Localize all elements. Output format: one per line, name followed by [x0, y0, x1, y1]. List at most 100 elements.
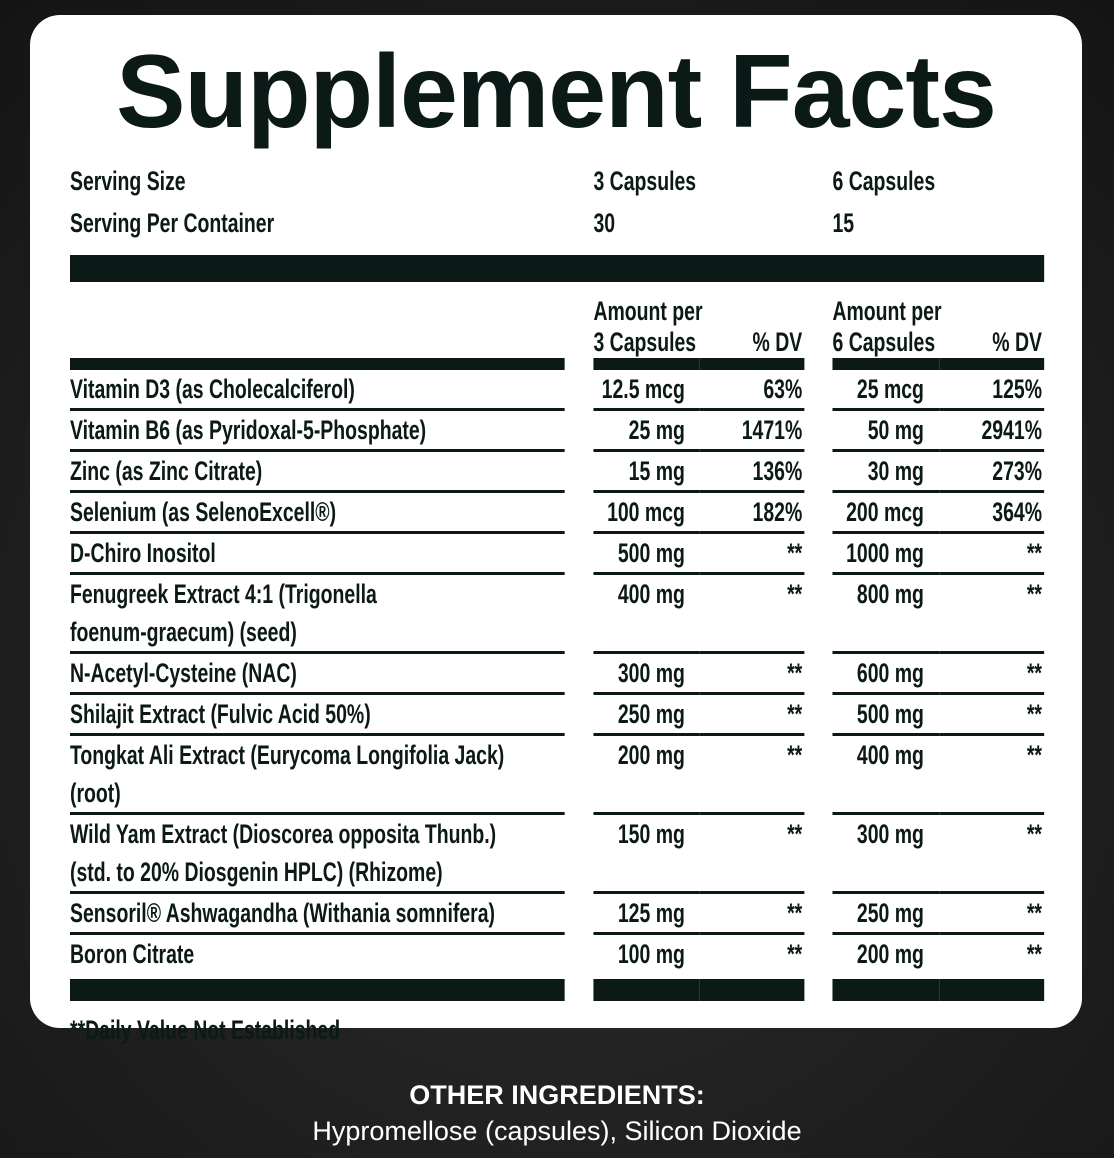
daily-value: **: [1026, 939, 1042, 969]
ingredient-name-line: (std. to 20% Diosgenin HPLC) (Rhizome): [70, 857, 443, 887]
amount-header-line: Amount per: [593, 296, 703, 326]
amount: 200 mcg: [832, 493, 940, 534]
ingredient-name: Zinc (as Zinc Citrate): [70, 452, 565, 493]
daily-value: **: [699, 695, 805, 736]
daily-value: **: [939, 736, 1045, 815]
gap: [804, 160, 832, 202]
gap: [804, 452, 832, 493]
gap: [804, 534, 832, 575]
daily-value: **: [939, 695, 1045, 736]
footnote: **Daily Value Not Established: [70, 1015, 341, 1045]
gap: [804, 815, 832, 894]
gap: [565, 815, 594, 894]
daily-value: **: [699, 815, 805, 894]
ingredient-row: Zinc (as Zinc Citrate) 15 mg 136% 30 mg 273%: [70, 452, 1045, 493]
amount: 400 mg: [832, 736, 940, 815]
daily-value: **: [699, 654, 805, 695]
other-ingredients-title: OTHER INGREDIENTS:: [409, 1080, 705, 1110]
ingredient-name-line: Wild Yam Extract (Dioscorea opposita Thu…: [70, 819, 497, 849]
amount: 100 mg: [617, 939, 685, 969]
gap: [804, 411, 832, 452]
gap: [565, 493, 594, 534]
gap: [565, 452, 594, 493]
title: Supplement Facts: [116, 34, 997, 150]
ingredient-row: Shilajit Extract (Fulvic Acid 50%) 250 mg…: [70, 695, 1045, 736]
daily-value: 2941%: [939, 411, 1045, 452]
daily-value: **: [699, 894, 805, 935]
serving-value: 6 Capsules: [832, 166, 936, 196]
gap: [804, 282, 832, 370]
ingredient-name: Vitamin D3 (as Cholecalciferol): [70, 370, 565, 411]
ingredient-row: Vitamin D3 (as Cholecalciferol) 12.5 mcg 6…: [70, 370, 1045, 411]
dv-header-text: % DV: [992, 327, 1042, 357]
ingredient-name: N-Acetyl-Cysteine (NAC): [70, 654, 565, 695]
amount: 25 mcg: [832, 370, 940, 411]
facts-panel: Supplement Facts Serving Size 3 Capsules 6…: [30, 15, 1082, 1045]
amount-header-line: Amount per: [832, 296, 942, 326]
ingredient-row: Selenium (as SelenoExcell®) 100 mcg 182% 20…: [70, 493, 1045, 534]
ingredient-row: Vitamin B6 (as Pyridoxal-5-Phosphate) 25 …: [70, 411, 1045, 452]
amount: 250 mg: [832, 894, 940, 935]
other-ingredients-text: Hypromellose (capsules), Silicon Dioxide: [312, 1116, 802, 1146]
amount: 250 mg: [593, 695, 700, 736]
ingredient-row: Wild Yam Extract (Dioscorea opposita Thu…: [70, 815, 1045, 894]
header-grid: Amount per 3 Capsules% DV Amount per 6 Caps…: [70, 282, 1045, 370]
gap: [804, 575, 832, 654]
gap: [565, 894, 594, 935]
bottom-bar: [70, 979, 565, 1001]
daily-value: 182%: [699, 493, 805, 534]
daily-value: **: [939, 654, 1045, 695]
daily-value: **: [787, 939, 803, 969]
ingredient-name: Selenium (as SelenoExcell®): [70, 493, 565, 534]
serving-grid: Serving Size 3 Capsules 6 Capsules Serving …: [70, 160, 1044, 244]
amount-header-line: 6 Capsules: [832, 327, 936, 357]
amount: 150 mg: [593, 815, 700, 894]
amount-header-line: 3 Capsules: [593, 327, 697, 357]
dv-header: % DV: [699, 282, 805, 370]
amount: 500 mg: [593, 534, 700, 575]
ingredient-name-line: Vitamin D3 (as Cholecalciferol): [70, 374, 355, 404]
amount: 300 mg: [593, 654, 700, 695]
gap: [565, 534, 594, 575]
ingredient-name-line: Selenium (as SelenoExcell®): [70, 497, 337, 527]
amount-header: Amount per 3 Capsules: [593, 282, 703, 370]
gap: [804, 935, 832, 973]
ingredient-row: D-Chiro Inositol 500 mg ** 1000 mg **: [70, 534, 1045, 575]
ingredient-name-line: Sensoril® Ashwagandha (Withania somnifer…: [70, 898, 495, 928]
ingredient-name-line: Shilajit Extract (Fulvic Acid 50%): [70, 699, 371, 729]
ingredient-name-line: Tongkat Ali Extract (Eurycoma Longifolia…: [70, 740, 505, 770]
serving-value: 3 Capsules: [593, 166, 697, 196]
ingredient-name: Sensoril® Ashwagandha (Withania somnifer…: [70, 894, 565, 935]
gap: [804, 370, 832, 411]
ingredient-name: Fenugreek Extract 4:1 (Trigonella foenum-…: [70, 575, 565, 654]
ingredient-name-line: Fenugreek Extract 4:1 (Trigonella: [70, 579, 377, 609]
gap: [565, 935, 594, 973]
bottom-bar: [832, 979, 940, 1001]
daily-value: 1471%: [699, 411, 805, 452]
gap: [565, 736, 594, 815]
amount: 15 mg: [593, 452, 700, 493]
amount: 125 mg: [593, 894, 700, 935]
gap: [565, 575, 594, 654]
daily-value: 364%: [939, 493, 1045, 534]
amount: 30 mg: [832, 452, 940, 493]
bottom-bar: [593, 979, 700, 1001]
ingredient-name: Boron Citrate: [70, 935, 565, 973]
ingredient-row: Sensoril® Ashwagandha (Withania somnifer…: [70, 894, 1045, 935]
gap: [804, 654, 832, 695]
gap: [804, 736, 832, 815]
ingredient-name: Wild Yam Extract (Dioscorea opposita Thu…: [70, 815, 565, 894]
daily-value: **: [939, 575, 1045, 654]
facts-body: Serving Size 3 Capsules 6 Capsules Serving …: [70, 160, 1045, 1045]
daily-value: **: [699, 575, 805, 654]
gap: [565, 160, 594, 202]
ingredient-name-line: N-Acetyl-Cysteine (NAC): [70, 658, 297, 688]
header-name: [70, 282, 565, 370]
serving-value: 15: [832, 208, 855, 238]
amount: 100 mcg: [593, 493, 700, 534]
gap: [565, 370, 594, 411]
gap: [804, 202, 832, 244]
gap: [565, 282, 594, 370]
ingredient-name: Tongkat Ali Extract (Eurycoma Longifolia…: [70, 736, 565, 815]
divider-bar: [70, 255, 1045, 282]
